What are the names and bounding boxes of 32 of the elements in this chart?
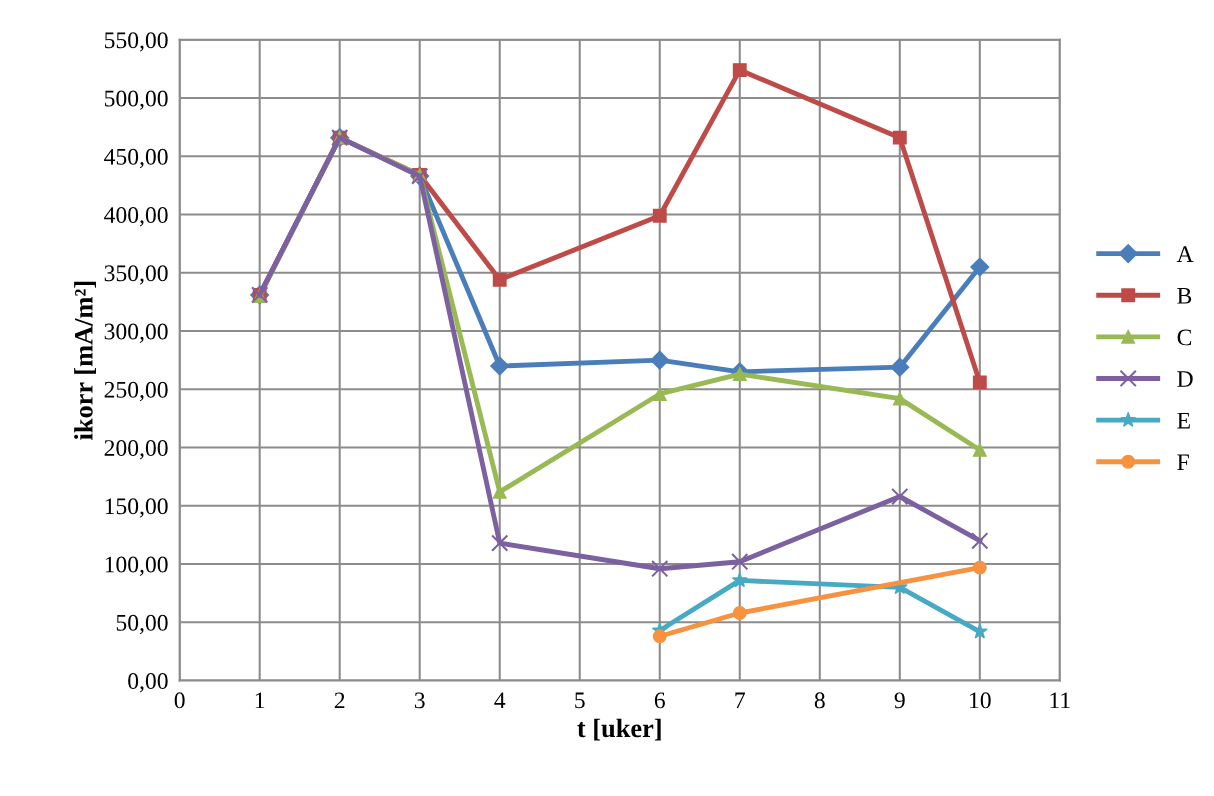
legend-label: B [1177, 288, 1192, 304]
x-tick-label: 0 [174, 692, 185, 709]
legend-label: F [1177, 454, 1189, 470]
x-tick-label: 5 [575, 692, 585, 709]
y-tick-label: 50,00 [116, 614, 168, 635]
y-tick-label: 300,00 [104, 323, 168, 343]
x-tick-label: 8 [814, 692, 825, 709]
y-tick-label: 450,00 [104, 148, 168, 169]
x-tick-label: 11 [1050, 692, 1070, 709]
y-tick-label: 400,00 [104, 207, 168, 227]
y-axis-title: ikorr [mA/m²] [74, 281, 96, 440]
x-tick-label: 3 [414, 692, 425, 709]
x-tick-label: 2 [334, 692, 345, 709]
y-tick-label: 200,00 [104, 440, 168, 460]
x-tick-label: 10 [970, 692, 991, 709]
y-tick-label: 0,00 [128, 673, 168, 693]
x-tick-label: 9 [894, 692, 905, 709]
x-tick-label: 6 [654, 692, 665, 709]
y-tick-label: 150,00 [105, 498, 168, 518]
x-tick-label: 7 [735, 692, 745, 709]
legend-label: E [1177, 412, 1190, 429]
legend-label: A [1176, 246, 1194, 262]
y-tick-label: 250,00 [104, 381, 168, 402]
y-tick-label: 550,00 [105, 32, 168, 52]
legend-label: C [1177, 329, 1192, 346]
x-tick-label: 1 [255, 692, 265, 709]
x-axis-title: t [uker] [577, 718, 661, 741]
y-tick-label: 500,00 [105, 90, 168, 110]
legend-label: D [1177, 371, 1193, 387]
y-tick-label: 350,00 [104, 265, 168, 285]
x-tick-label: 4 [494, 692, 506, 709]
y-tick-label: 100,00 [105, 556, 168, 576]
